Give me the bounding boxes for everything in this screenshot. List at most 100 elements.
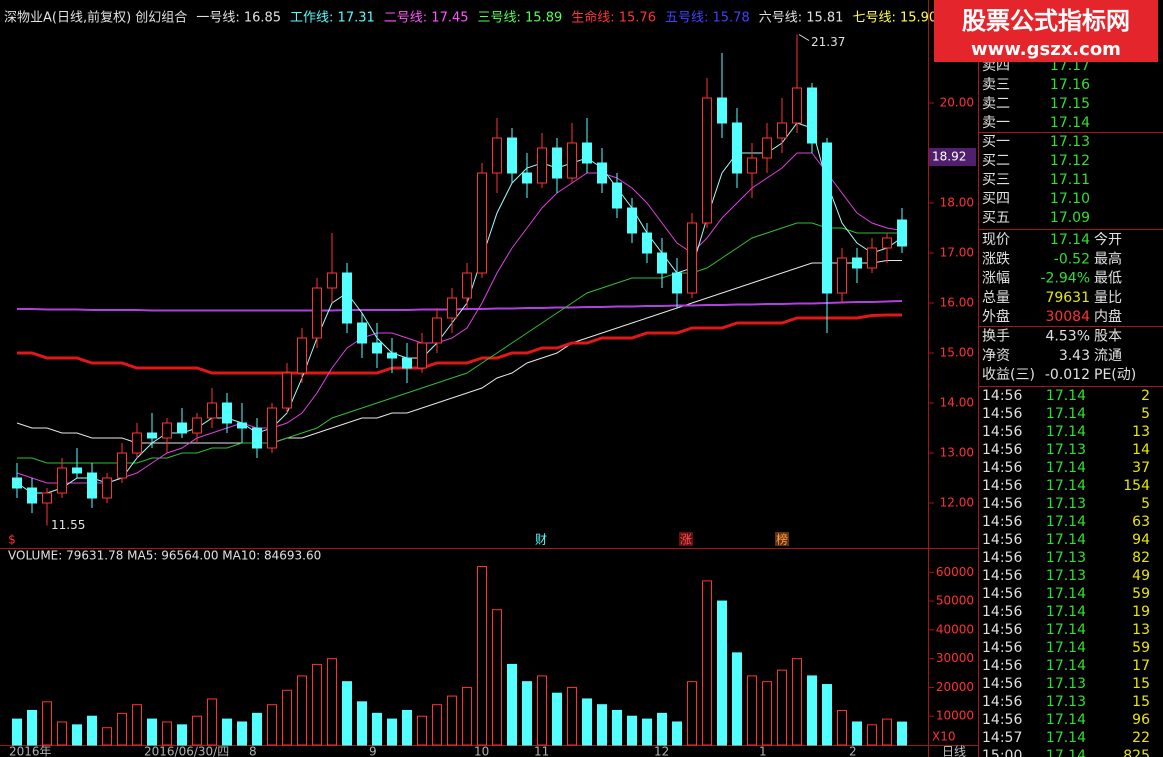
volume-bar (567, 686, 577, 746)
candle-body (642, 232, 652, 254)
tick-price: 17.14 (1046, 406, 1086, 422)
candle-body (177, 422, 187, 434)
stat-value: 3.43 (1059, 348, 1090, 364)
volume-bar (552, 692, 562, 746)
y-tick-label: 16.00 (940, 296, 974, 310)
y-tick-label: 60000 (936, 565, 974, 579)
candle-body (672, 272, 682, 294)
stat-right-label: 最低 (1094, 271, 1122, 287)
tick-volume: 63 (1132, 514, 1150, 530)
y-tick-label: 15.00 (940, 346, 974, 360)
header-item: 六号线: 15.81 (759, 11, 844, 26)
tick-time: 14:56 (982, 532, 1022, 548)
volume-bar (237, 721, 247, 746)
stat-right-label: PE(动) (1094, 367, 1136, 383)
tick-volume: 14 (1132, 442, 1150, 458)
volume-title: VOLUME: 79631.78 MA5: 96564.00 MA10: 846… (8, 549, 321, 563)
candle-body (387, 352, 397, 359)
volume-bar (342, 681, 352, 746)
tick-price: 17.14 (1046, 622, 1086, 638)
y-tick-label: 18.00 (940, 196, 974, 210)
candle-body (267, 407, 277, 449)
tick-time: 14:56 (982, 496, 1022, 512)
header-item: 五号线: 15.78 (665, 11, 750, 26)
tick-price: 17.14 (1046, 730, 1086, 746)
event-tag-bg (679, 532, 693, 546)
candle-body (897, 219, 907, 247)
volume-bar (432, 704, 442, 746)
tick-time: 14:56 (982, 424, 1022, 440)
candle-body (162, 422, 172, 439)
order-book-price: 17.13 (1050, 134, 1090, 150)
stat-value: -2.94% (1040, 271, 1090, 287)
candle-body (657, 252, 667, 274)
candle-body (417, 342, 427, 369)
tick-volume: 5 (1141, 406, 1150, 422)
order-book-label: 买三 (982, 172, 1010, 188)
volume-bar (132, 704, 142, 746)
candle-body (627, 207, 637, 234)
volume-bar (477, 566, 487, 746)
x-tick-label: 10 (474, 745, 489, 757)
order-book-price: 17.09 (1050, 210, 1090, 226)
volume-bar (387, 718, 397, 746)
tick-time: 14:56 (982, 388, 1022, 404)
y-tick-label: 50000 (936, 594, 974, 608)
header-item: 二号线: 17.45 (384, 11, 469, 26)
candle-body (822, 142, 832, 294)
tick-volume: 94 (1132, 532, 1150, 548)
order-book-price: 17.16 (1050, 77, 1090, 93)
tick-volume: 15 (1132, 676, 1150, 692)
candle-body (42, 492, 52, 504)
candle-body (297, 337, 307, 374)
volume-bar (357, 701, 367, 746)
volume-bar (837, 709, 847, 746)
volume-bar (27, 709, 37, 746)
volume-bar (192, 715, 202, 746)
stat-value: -0.52 (1054, 251, 1090, 267)
stat-right-label: 内盘 (1094, 308, 1122, 325)
tick-volume: 15 (1132, 694, 1150, 710)
stat-right-label: 最高 (1094, 250, 1122, 267)
order-book-price: 17.15 (1050, 96, 1090, 112)
volume-bar (147, 718, 157, 746)
candle-body (132, 432, 142, 454)
tick-volume: 49 (1132, 568, 1150, 584)
tick-volume: 154 (1123, 478, 1150, 494)
candle-body (57, 467, 67, 494)
volume-bar (327, 658, 337, 746)
volume-bar (852, 721, 862, 746)
volume-bar (897, 721, 907, 746)
tick-price: 17.14 (1046, 604, 1086, 620)
volume-bar (597, 704, 607, 746)
tick-volume: 5 (1141, 496, 1150, 512)
candle-body (552, 147, 562, 179)
candle-body (507, 137, 517, 174)
candle-body (432, 317, 442, 344)
tick-time: 14:56 (982, 676, 1022, 692)
header-item: 深物业A(日线,前复权) 创幻组合 (4, 10, 187, 26)
candle-body (597, 162, 607, 184)
volume-bar (687, 681, 697, 746)
candle-body (702, 97, 712, 224)
volume-bar (642, 718, 652, 746)
candle-body (717, 97, 727, 124)
x-tick-label: 8 (249, 745, 257, 757)
header-item: 三号线: 15.89 (478, 11, 563, 26)
event-tag: 榜 (776, 532, 788, 547)
tick-time: 14:56 (982, 694, 1022, 710)
candle-body (342, 272, 352, 324)
stat-right-label: 今开 (1094, 232, 1122, 248)
order-book-label: 卖二 (982, 96, 1010, 112)
event-tag: $ (8, 533, 16, 547)
event-tag: 财 (535, 533, 547, 547)
cursor-price: 18.92 (932, 150, 966, 164)
tick-price: 17.13 (1046, 496, 1086, 512)
volume-bar (747, 675, 757, 746)
candle-body (492, 137, 502, 174)
volume-bar (507, 663, 517, 746)
volume-bar (522, 681, 532, 746)
stat-label: 现价 (982, 232, 1010, 248)
